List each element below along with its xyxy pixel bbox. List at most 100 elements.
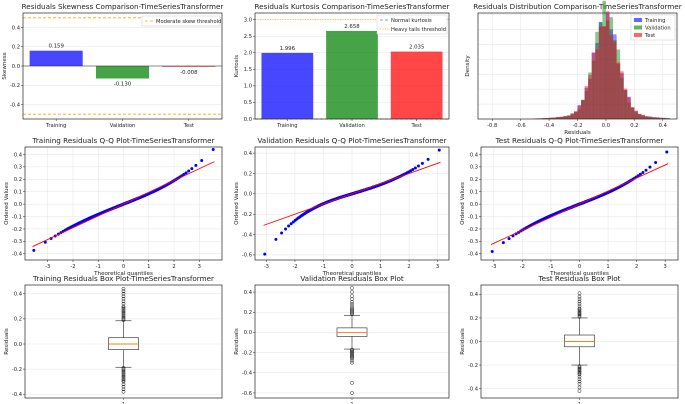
box-outlier <box>121 309 126 314</box>
hist-bar-training <box>648 116 653 119</box>
hist-bar-test <box>609 34 614 119</box>
qq-point <box>426 157 430 161</box>
box-outlier <box>350 306 354 311</box>
box-outlier <box>350 391 354 395</box>
hist-bar-training <box>556 117 560 119</box>
box-outlier <box>121 286 126 291</box>
hist-bar-validation <box>620 77 624 119</box>
y-tick-label: 2.5 <box>244 34 252 40</box>
hist-bar-training <box>545 118 550 119</box>
x-axis-label: Theoretical quantiles <box>93 271 153 277</box>
hist-bar-test <box>637 113 642 119</box>
qq-point <box>280 231 284 235</box>
box-outlier <box>121 369 126 374</box>
box-outlier <box>350 308 354 313</box>
y-axis-label: Density <box>465 55 471 77</box>
box-outlier <box>577 371 582 376</box>
x-tick-label: 3 <box>663 264 666 270</box>
y-tick-label: -0.2 <box>12 367 22 373</box>
x-tick-label: 1 <box>379 264 382 270</box>
hist-bar-validation <box>666 118 670 119</box>
box-outlier <box>577 312 582 317</box>
box-outlier <box>577 310 582 314</box>
qq-point <box>641 170 645 174</box>
box-outlier <box>121 308 126 312</box>
hist-bar-validation <box>630 107 635 119</box>
y-tick-label: 0.0 <box>14 202 22 208</box>
chart-title: Residuals Distribution Comparison-TimeSe… <box>473 2 681 11</box>
y-axis-label: Skewness <box>2 52 8 80</box>
hist-bar-test <box>598 26 603 120</box>
axes-frame <box>24 284 223 399</box>
hist-bar-validation <box>641 116 646 119</box>
qq-point <box>409 169 413 173</box>
box-outlier <box>577 372 582 377</box>
bar-test <box>390 51 443 120</box>
hist-bar-training <box>620 73 624 119</box>
box-outlier <box>121 366 126 370</box>
hist-bar-test <box>666 118 670 119</box>
x-axis-label: Theoretical quantiles <box>549 271 609 277</box>
y-axis-label: Kurtosis <box>234 55 240 77</box>
y-axis-label: Residuals <box>4 328 10 355</box>
x-tick-label: -2 <box>292 264 297 270</box>
chart-title: Residuals Kurtosis Comparison-TimeSeries… <box>254 2 449 11</box>
hist-bar-validation <box>563 116 567 119</box>
hist-bar-validation <box>581 99 585 119</box>
qq-point <box>501 241 505 245</box>
y-tick-label: -0.1 <box>468 214 478 220</box>
y-tick-label: -0.2 <box>468 363 478 369</box>
hist-bar-test <box>563 116 567 119</box>
x-tick-label: -3 <box>264 264 269 270</box>
box-outlier <box>577 297 582 301</box>
hist-bar-training <box>662 117 667 119</box>
hist-bar-validation <box>648 117 653 119</box>
qq-point <box>420 161 424 165</box>
y-axis-label: Residuals <box>234 328 240 355</box>
box-outlier <box>350 304 354 309</box>
y-tick-label: -0.6 <box>242 391 252 397</box>
legend-entry: Training <box>644 18 665 24</box>
box-outlier <box>121 372 126 376</box>
x-tick-label: -2 <box>520 264 525 270</box>
axes-frame <box>480 146 679 261</box>
chart-title: Residuals Skewness Comparison-TimeSeries… <box>22 2 224 11</box>
hist-bar-training <box>588 78 592 119</box>
bar-value-label: 0.159 <box>48 44 64 50</box>
qq-point <box>194 163 198 167</box>
box-outlier <box>121 296 126 301</box>
box-outlier <box>577 385 582 390</box>
panel-qq_train: Training Residuals Q-Q Plot-TimeSeriesTr… <box>4 136 223 277</box>
legend-entry: Heavy tails threshold <box>391 27 446 33</box>
legend-entry: Moderate skew threshold <box>156 19 221 25</box>
hist-bar-test <box>645 116 649 119</box>
hist-bar-validation <box>602 0 606 120</box>
bar-value-label: 2.035 <box>409 45 424 51</box>
hist-bar-validation <box>588 72 592 119</box>
hist-bar-test <box>641 114 646 119</box>
box-outlier <box>577 374 582 379</box>
hist-bar-test <box>549 117 553 119</box>
y-tick-label: -0.4 <box>12 252 23 258</box>
chart-title: Training Residuals Box Plot-TimeSeriesTr… <box>32 274 214 283</box>
x-tick-label: 1 <box>147 264 150 270</box>
hist-bar-test <box>545 118 550 119</box>
y-tick-label: 0.4 <box>14 152 23 158</box>
hist-bar-training <box>641 115 646 119</box>
box-outlier <box>121 317 126 321</box>
qq-point <box>648 165 652 169</box>
y-tick-label: -0.2 <box>242 350 252 356</box>
legend-entry: Normal kurtosis <box>391 18 432 24</box>
bar-value-label: -0.130 <box>114 82 132 88</box>
hist-bar-test <box>581 100 585 119</box>
y-tick-label: 0.4 <box>244 290 253 296</box>
x-tick-label: -1 <box>548 264 553 270</box>
hist-bar-training <box>652 117 656 119</box>
hist-bar-training <box>566 115 571 119</box>
x-tick-label: -0.4 <box>544 123 555 129</box>
x-tick-label: Training <box>45 123 66 129</box>
hist-bar-training <box>581 100 585 119</box>
x-tick-label: 3 <box>198 264 201 270</box>
box-outlier <box>121 373 126 378</box>
panel-qq_test: Test Residuals Q-Q Plot-TimeSeriesTransf… <box>460 136 679 277</box>
